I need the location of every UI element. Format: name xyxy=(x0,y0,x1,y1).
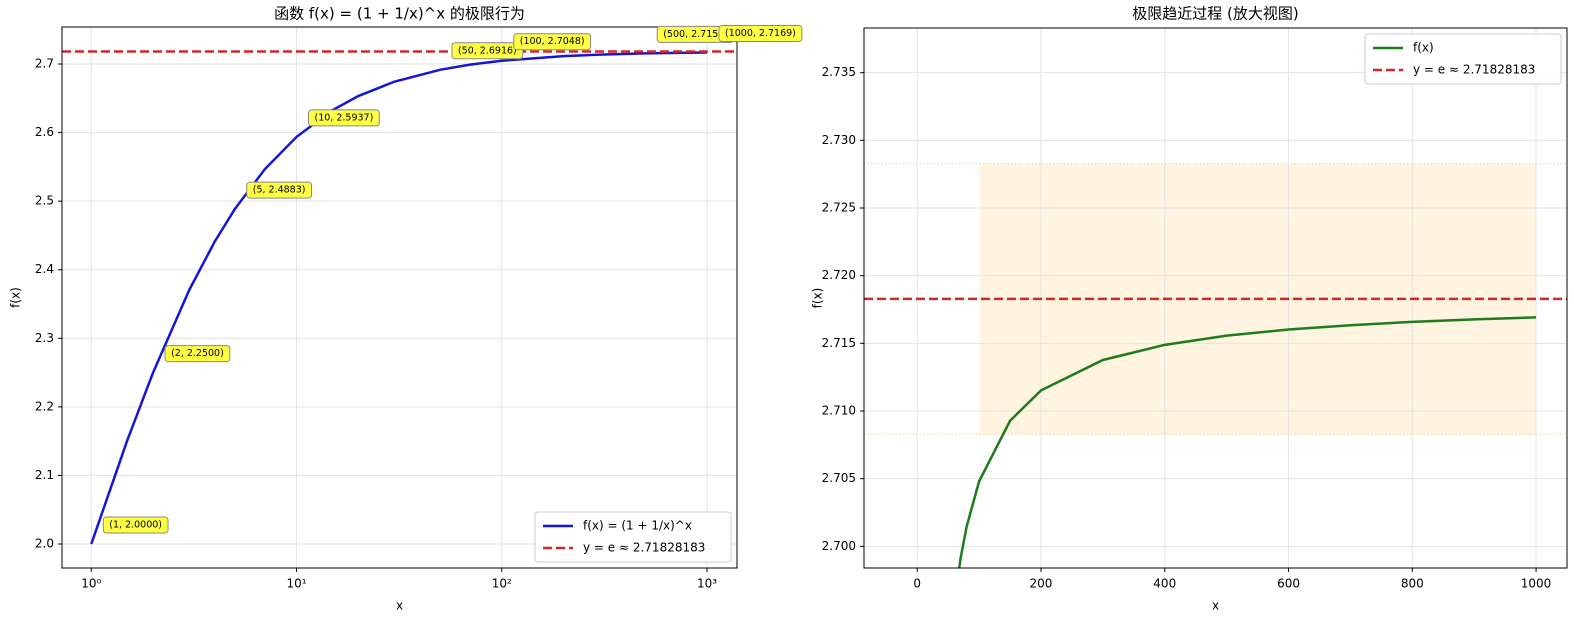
plot-frame xyxy=(863,27,1568,569)
y-tick-label: 2.700 xyxy=(822,539,856,553)
annotation-label: (500, 2.7156) xyxy=(663,29,728,40)
x-tick-label: 400 xyxy=(1153,577,1176,591)
y-tick-label: 2.7 xyxy=(35,57,54,71)
x-axis-label: x xyxy=(1212,599,1219,613)
y-tick-label: 2.725 xyxy=(822,201,856,215)
y-tick-label: 2.5 xyxy=(35,194,54,208)
legend-label: f(x) = (1 + 1/x)^x xyxy=(583,519,692,533)
x-tick-label: 10⁰ xyxy=(81,577,101,591)
legend-box xyxy=(1364,33,1562,85)
y-tick-label: 2.0 xyxy=(35,537,54,551)
plot-area xyxy=(62,27,737,568)
y-tick-label: 2.720 xyxy=(822,268,856,282)
x-tick-label: 800 xyxy=(1401,577,1424,591)
annotation-box xyxy=(718,24,803,42)
x-tick-label: 10¹ xyxy=(286,577,306,591)
annotation-label: (10, 2.5937) xyxy=(315,112,374,123)
x-tick-label: 0 xyxy=(913,577,921,591)
x-tick-label: 10³ xyxy=(697,577,717,591)
y-tick-label: 2.1 xyxy=(35,468,54,482)
x-axis-label: x xyxy=(396,599,403,613)
x-tick-label: 1000 xyxy=(1521,577,1552,591)
annotation-box xyxy=(308,109,380,127)
plot-frame xyxy=(61,26,738,569)
annotation-label: (100, 2.7048) xyxy=(520,36,585,47)
annotation-box xyxy=(451,42,524,60)
legend-label: f(x) xyxy=(1413,41,1434,55)
series-line xyxy=(957,316,1537,568)
chart-title: 极限趋近过程 (放大视图) xyxy=(1132,5,1298,23)
annotation-label: (1000, 2.7169) xyxy=(725,28,796,39)
legend-label: y = e ≈ 2.71828183 xyxy=(1413,63,1535,77)
annotation-box xyxy=(102,516,169,534)
y-tick-label: 2.2 xyxy=(35,399,54,413)
x-tick-label: 10² xyxy=(492,577,512,591)
annotation-label: (1, 2.0000) xyxy=(109,520,162,531)
series-line xyxy=(90,51,708,545)
x-tick-label: 600 xyxy=(1277,577,1300,591)
annotation-label: (2, 2.2500) xyxy=(171,348,224,359)
annotation-label: (5, 2.4883) xyxy=(253,185,306,196)
y-tick-label: 2.4 xyxy=(35,262,54,276)
y-tick-label: 2.3 xyxy=(35,331,54,345)
legend-label: y = e ≈ 2.71828183 xyxy=(583,541,705,555)
y-tick-label: 2.735 xyxy=(822,65,856,79)
chart-title: 函数 f(x) = (1 + 1/x)^x 的极限行为 xyxy=(274,5,525,23)
y-tick-label: 2.705 xyxy=(822,471,856,485)
annotation-box xyxy=(513,33,592,51)
y-tick-label: 2.715 xyxy=(822,336,856,350)
y-tick-label: 2.730 xyxy=(822,133,856,147)
y-axis-label: f(x) xyxy=(9,287,23,308)
y-tick-label: 2.6 xyxy=(35,125,54,139)
legend-box xyxy=(534,511,732,563)
annotation-box xyxy=(246,181,312,199)
y-axis-label: f(x) xyxy=(811,288,825,309)
y-tick-label: 2.710 xyxy=(822,404,856,418)
x-tick-label: 200 xyxy=(1030,577,1053,591)
annotation-label: (50, 2.6916) xyxy=(458,45,517,56)
plot-area xyxy=(864,28,1567,568)
annotation-box xyxy=(164,345,231,363)
